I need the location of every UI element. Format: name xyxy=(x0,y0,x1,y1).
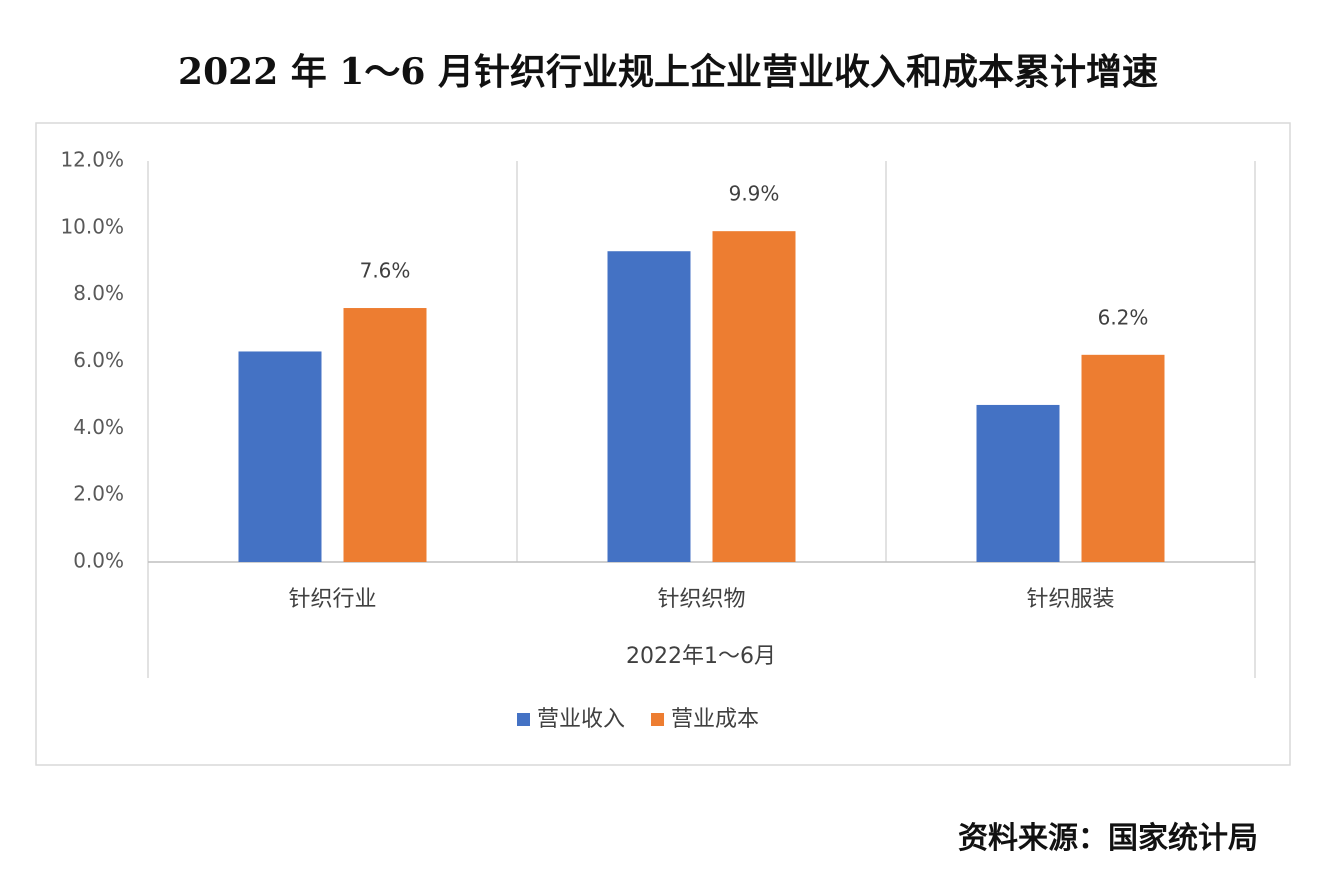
x-tick-label: 针织服装 xyxy=(1026,587,1114,612)
legend-swatch xyxy=(651,713,665,726)
bar xyxy=(238,351,322,562)
x-tick-label: 针织行业 xyxy=(288,587,376,612)
x-tick-label: 针织织物 xyxy=(657,587,745,612)
y-tick-label: 0.0% xyxy=(73,549,124,573)
bar xyxy=(343,308,427,562)
bar xyxy=(607,251,691,562)
y-tick-label: 12.0% xyxy=(60,148,124,172)
y-tick-label: 6.0% xyxy=(73,348,124,372)
source-note: 资料来源：国家统计局 xyxy=(958,821,1258,856)
legend-label: 营业成本 xyxy=(671,707,759,732)
bar xyxy=(1081,354,1165,562)
legend-label: 营业收入 xyxy=(537,707,625,732)
y-tick-label: 4.0% xyxy=(73,415,124,439)
y-tick-label: 2.0% xyxy=(73,482,124,506)
y-tick-label: 8.0% xyxy=(73,281,124,305)
y-tick-label: 10.0% xyxy=(60,214,124,238)
legend-swatch xyxy=(517,713,530,726)
data-label: 9.9% xyxy=(729,182,780,206)
bar xyxy=(712,231,796,563)
bar xyxy=(976,404,1060,562)
data-label: 6.2% xyxy=(1098,305,1149,329)
chart-title: 2022 年 1～6 月针织行业规上企业营业收入和成本累计增速 xyxy=(178,51,1158,93)
chart-frame xyxy=(35,122,1291,766)
data-label: 7.6% xyxy=(360,259,411,283)
x-axis-title: 2022年1～6月 xyxy=(626,644,776,669)
